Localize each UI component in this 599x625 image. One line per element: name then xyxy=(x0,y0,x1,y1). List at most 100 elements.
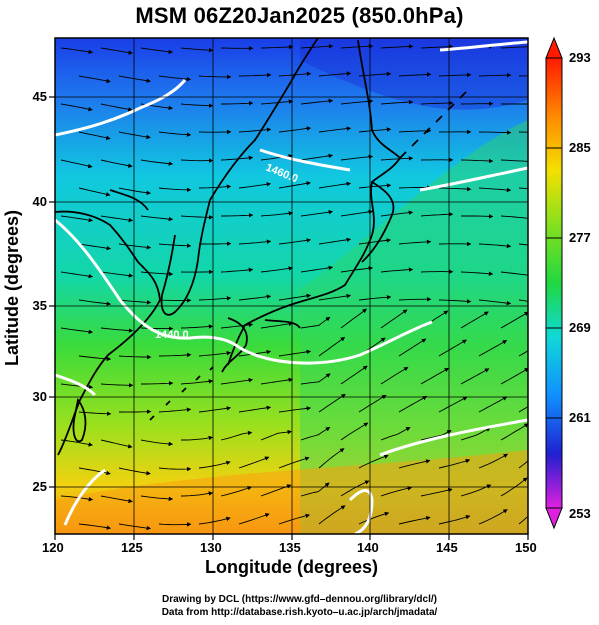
streamline xyxy=(438,514,471,525)
streamline xyxy=(278,456,310,469)
y-tick-label: 45 xyxy=(32,89,47,104)
streamline xyxy=(358,394,387,413)
streamline xyxy=(420,100,454,106)
colorbar-label: 285 xyxy=(569,140,591,155)
streamline xyxy=(500,367,528,385)
figure-title: MSM 06Z20Jan2025 (850.0hPa) xyxy=(135,3,464,28)
streamline xyxy=(380,44,414,49)
colorbar-scale xyxy=(545,57,563,509)
streamline xyxy=(220,322,254,329)
streamline xyxy=(158,187,192,193)
streamline xyxy=(300,316,331,329)
streamline xyxy=(358,183,392,189)
streamline xyxy=(340,43,374,49)
streamline xyxy=(100,103,133,112)
streamline xyxy=(141,380,174,386)
streamline xyxy=(438,299,472,304)
streamline xyxy=(340,154,374,161)
streamline xyxy=(60,159,93,169)
streamline xyxy=(340,266,374,273)
streamline xyxy=(478,72,512,78)
streamline xyxy=(198,74,232,80)
streamline xyxy=(118,523,152,531)
streamline xyxy=(518,75,528,77)
streamline xyxy=(278,238,312,245)
streamline xyxy=(340,99,374,105)
streamline xyxy=(60,495,94,502)
streamline xyxy=(198,296,232,301)
streamline xyxy=(158,466,192,472)
streamline xyxy=(180,324,214,329)
streamline xyxy=(60,103,93,112)
streamline xyxy=(478,130,512,135)
streamline xyxy=(140,495,174,502)
streamline xyxy=(318,237,352,245)
streamline xyxy=(260,266,294,273)
streamline xyxy=(198,406,232,413)
streamline xyxy=(118,187,151,195)
streamline xyxy=(340,209,374,217)
streamline xyxy=(300,98,334,105)
streamline xyxy=(300,209,334,217)
streamline xyxy=(358,295,392,301)
streamline xyxy=(478,187,512,193)
streamline xyxy=(318,448,345,469)
streamline xyxy=(300,373,331,385)
streamline xyxy=(500,215,528,219)
y-tick-label: 40 xyxy=(32,194,47,209)
streamline xyxy=(140,326,174,331)
streamline xyxy=(318,336,346,357)
streamline xyxy=(118,467,151,476)
colorbar-label: 277 xyxy=(569,230,591,245)
streamline xyxy=(78,523,112,530)
streamline xyxy=(380,309,408,329)
streamline xyxy=(140,159,174,166)
streamline xyxy=(180,491,214,497)
streamline xyxy=(478,396,508,413)
streamline xyxy=(118,75,151,83)
streamline xyxy=(260,99,294,105)
streamline xyxy=(118,299,152,305)
streamline xyxy=(238,72,272,78)
streamline xyxy=(358,454,389,469)
streamline xyxy=(518,131,528,133)
y-tick-label: 30 xyxy=(32,389,47,404)
streamline xyxy=(461,214,494,219)
streamline xyxy=(78,299,112,306)
streamline xyxy=(438,458,471,469)
streamline xyxy=(118,354,152,360)
streamline xyxy=(260,429,292,441)
streamline xyxy=(238,513,270,525)
streamline xyxy=(220,267,254,273)
streamline xyxy=(438,396,468,413)
streamline xyxy=(380,427,411,441)
streamline xyxy=(78,131,111,140)
credit-drawing: Drawing by DCL (https://www.gfd–dennou.o… xyxy=(161,594,437,605)
colorbar-bottom-arrow xyxy=(545,507,563,530)
streamline xyxy=(278,406,312,413)
streamline xyxy=(478,299,512,306)
streamline xyxy=(238,456,270,469)
streamline xyxy=(398,338,427,357)
y-axis-label: Latitude (degrees) xyxy=(2,209,22,367)
streamline xyxy=(518,187,528,190)
streamline xyxy=(398,459,431,469)
streamline xyxy=(158,131,192,137)
streamline xyxy=(358,511,390,525)
streamline xyxy=(260,377,294,385)
streamline xyxy=(140,215,174,222)
streamline xyxy=(518,460,528,469)
streamline xyxy=(398,296,432,302)
x-tick-label: 120 xyxy=(42,540,64,555)
streamline xyxy=(420,44,454,49)
streamline xyxy=(340,422,369,441)
colorbar-label: 269 xyxy=(569,320,591,335)
streamline xyxy=(500,271,528,276)
streamline xyxy=(340,480,370,497)
streamline xyxy=(398,239,432,245)
x-tick-label: 140 xyxy=(357,540,379,555)
streamline xyxy=(198,460,231,469)
streamline xyxy=(478,453,509,469)
streamline xyxy=(198,184,232,189)
